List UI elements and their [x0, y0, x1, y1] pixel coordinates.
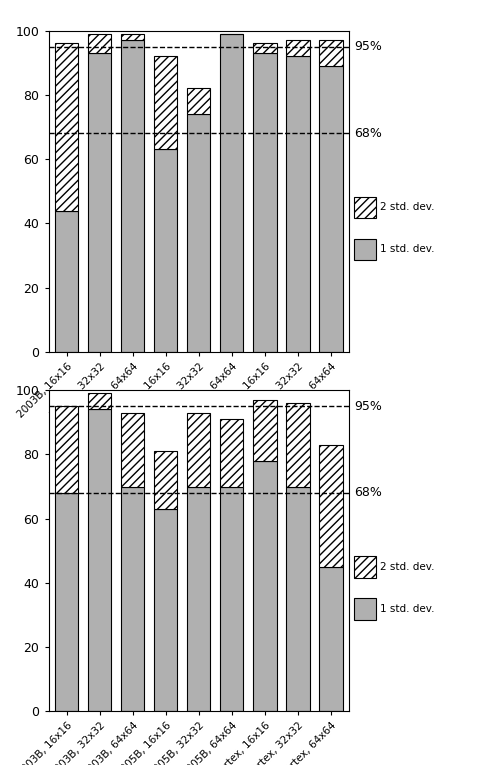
- Bar: [187, 114, 210, 352]
- Bar: [121, 34, 144, 41]
- Text: 95%: 95%: [353, 400, 381, 412]
- Bar: [319, 444, 342, 567]
- Text: (a)  SCC processing: (a) SCC processing: [137, 506, 259, 519]
- Bar: [286, 57, 309, 352]
- Bar: [154, 149, 177, 352]
- Bar: [154, 451, 177, 509]
- Text: 68%: 68%: [353, 487, 381, 500]
- Bar: [55, 406, 78, 493]
- Bar: [253, 461, 276, 711]
- Text: 68%: 68%: [353, 127, 381, 140]
- Bar: [319, 66, 342, 352]
- Text: 1 std. dev.: 1 std. dev.: [379, 604, 433, 614]
- Text: 1 std. dev.: 1 std. dev.: [379, 244, 433, 255]
- Text: 2 std. dev.: 2 std. dev.: [379, 202, 433, 213]
- Bar: [88, 34, 111, 53]
- Bar: [319, 567, 342, 711]
- Bar: [154, 57, 177, 149]
- Bar: [55, 493, 78, 711]
- Bar: [88, 409, 111, 711]
- Bar: [88, 53, 111, 352]
- Bar: [286, 487, 309, 711]
- Bar: [55, 210, 78, 352]
- Text: 95%: 95%: [353, 41, 381, 53]
- Bar: [187, 89, 210, 114]
- Bar: [319, 41, 342, 66]
- Bar: [121, 412, 144, 487]
- Bar: [286, 403, 309, 487]
- Bar: [88, 393, 111, 409]
- Bar: [220, 34, 243, 352]
- Text: 2 std. dev.: 2 std. dev.: [379, 562, 433, 572]
- Bar: [253, 44, 276, 53]
- Bar: [220, 419, 243, 487]
- Bar: [187, 412, 210, 487]
- Bar: [286, 41, 309, 57]
- Bar: [253, 400, 276, 461]
- Bar: [55, 44, 78, 210]
- Bar: [253, 53, 276, 352]
- Bar: [121, 41, 144, 352]
- Bar: [121, 487, 144, 711]
- Bar: [187, 487, 210, 711]
- Bar: [154, 509, 177, 711]
- Bar: [220, 487, 243, 711]
